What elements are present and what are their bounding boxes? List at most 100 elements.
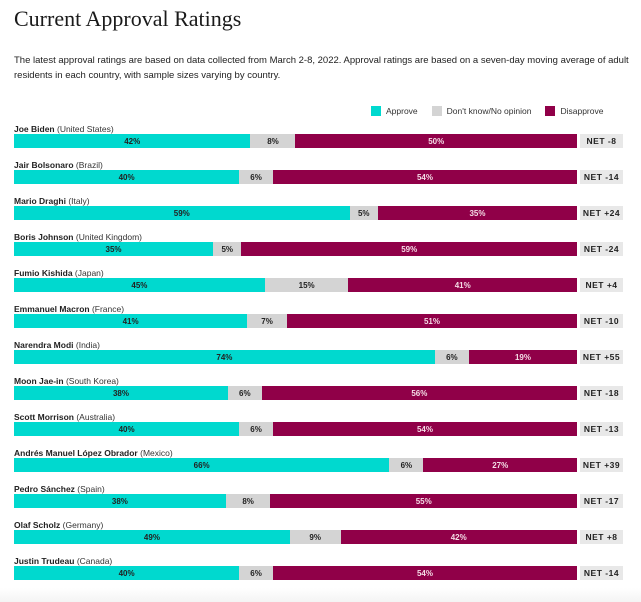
leader-name: Mario Draghi xyxy=(14,196,66,206)
disapprove-segment: 35% xyxy=(377,206,577,220)
disapprove-segment: 55% xyxy=(270,494,577,508)
legend: Approve Don't know/No opinion Disapprove xyxy=(371,106,603,116)
net-badge: NET +55 xyxy=(580,350,623,364)
dont-know-segment: 6% xyxy=(227,386,262,400)
dont-know-segment: 6% xyxy=(239,170,273,184)
disapprove-segment: 19% xyxy=(468,350,577,364)
chart-row: Joe Biden (United States) 42% 8% 50% NET -8 xyxy=(14,124,624,156)
approve-segment: 45% xyxy=(14,278,265,292)
leader-country: (France) xyxy=(89,304,125,314)
leader-name: Olaf Scholz xyxy=(14,520,61,530)
row-label: Andrés Manuel López Obrador (Mexico) xyxy=(14,448,173,458)
stacked-bar: 59% 5% 35% xyxy=(14,206,577,220)
leader-country: (Canada) xyxy=(74,556,113,566)
approve-segment: 59% xyxy=(14,206,350,220)
chart-row: Emmanuel Macron (France) 41% 7% 51% NET -10 xyxy=(14,304,624,336)
row-label: Joe Biden (United States) xyxy=(14,124,114,134)
dont-know-segment: 6% xyxy=(239,422,273,436)
approve-segment: 74% xyxy=(14,350,435,364)
approve-segment: 49% xyxy=(14,530,290,544)
legend-item-approve: Approve xyxy=(371,106,418,116)
net-badge: NET +8 xyxy=(580,530,623,544)
legend-swatch-dont-know xyxy=(431,106,442,116)
row-label: Emmanuel Macron (France) xyxy=(14,304,124,314)
disapprove-segment: 59% xyxy=(241,242,577,256)
dont-know-segment: 9% xyxy=(289,530,341,544)
dont-know-segment: 6% xyxy=(389,458,424,472)
net-badge: NET -24 xyxy=(580,242,623,256)
stacked-bar: 42% 8% 50% xyxy=(14,134,577,148)
disapprove-segment: 54% xyxy=(272,422,577,436)
leader-name: Moon Jae-in xyxy=(14,376,64,386)
legend-item-dont-know: Don't know/No opinion xyxy=(431,106,531,116)
net-badge: NET +24 xyxy=(580,206,623,220)
chart-description: The latest approval ratings are based on… xyxy=(14,55,629,81)
disapprove-segment: 54% xyxy=(272,170,577,184)
footer-fade xyxy=(0,588,641,602)
leader-name: Justin Trudeau xyxy=(14,556,75,566)
approve-segment: 40% xyxy=(14,422,240,436)
row-label: Fumio Kishida (Japan) xyxy=(14,268,104,278)
stacked-bar: 74% 6% 19% xyxy=(14,350,577,364)
dont-know-segment: 5% xyxy=(213,242,242,256)
leader-name: Scott Morrison xyxy=(14,412,74,422)
chart-row: Scott Morrison (Australia) 40% 6% 54% NET -1… xyxy=(14,412,624,444)
net-badge: NET -13 xyxy=(580,422,623,436)
dont-know-segment: 6% xyxy=(434,350,469,364)
row-label: Narendra Modi (India) xyxy=(14,340,100,350)
chart-row: Olaf Scholz (Germany) 49% 9% 42% NET +8 xyxy=(14,520,624,552)
legend-label-disapprove: Disapprove xyxy=(560,106,604,116)
approve-segment: 40% xyxy=(14,170,240,184)
disapprove-segment: 27% xyxy=(423,458,577,472)
row-label: Justin Trudeau (Canada) xyxy=(14,556,112,566)
net-badge: NET -8 xyxy=(580,134,623,148)
disapprove-segment: 41% xyxy=(348,278,577,292)
leader-country: (Japan) xyxy=(72,268,104,278)
dont-know-segment: 6% xyxy=(239,566,273,580)
leader-country: (South Korea) xyxy=(63,376,119,386)
dont-know-segment: 8% xyxy=(250,134,296,148)
stacked-bar: 49% 9% 42% xyxy=(14,530,577,544)
stacked-bar: 40% 6% 54% xyxy=(14,422,577,436)
row-label: Olaf Scholz (Germany) xyxy=(14,520,103,530)
chart-title: Current Approval Ratings xyxy=(14,6,242,31)
dont-know-segment: 7% xyxy=(247,314,287,328)
net-badge: NET -14 xyxy=(580,170,623,184)
stacked-bar: 66% 6% 27% xyxy=(14,458,577,472)
leader-country: (Italy) xyxy=(65,196,90,206)
leader-country: (Germany) xyxy=(60,520,104,530)
chart-row: Fumio Kishida (Japan) 45% 15% 41% NET +4 xyxy=(14,268,624,300)
leader-country: (Spain) xyxy=(74,484,105,494)
leader-name: Pedro Sánchez xyxy=(14,484,75,494)
stacked-bar: 40% 6% 54% xyxy=(14,170,577,184)
leader-name: Boris Johnson xyxy=(14,232,74,242)
chart-row: Narendra Modi (India) 74% 6% 19% NET +55 xyxy=(14,340,624,372)
stacked-bar: 35% 5% 59% xyxy=(14,242,577,256)
row-label: Pedro Sánchez (Spain) xyxy=(14,484,105,494)
net-badge: NET +4 xyxy=(580,278,623,292)
stacked-bar: 40% 6% 54% xyxy=(14,566,577,580)
approve-segment: 35% xyxy=(14,242,214,256)
leader-country: (Brazil) xyxy=(73,160,103,170)
row-label: Boris Johnson (United Kingdom) xyxy=(14,232,142,242)
disapprove-segment: 51% xyxy=(286,314,577,328)
disapprove-segment: 56% xyxy=(261,386,577,400)
stacked-bar: 45% 15% 41% xyxy=(14,278,577,292)
leader-country: (Australia) xyxy=(73,412,116,422)
leader-name: Fumio Kishida xyxy=(14,268,73,278)
net-badge: NET -18 xyxy=(580,386,623,400)
legend-swatch-approve xyxy=(371,106,381,116)
row-label: Moon Jae-in (South Korea) xyxy=(14,376,119,386)
chart-row: Jair Bolsonaro (Brazil) 40% 6% 54% NET -14 xyxy=(14,160,624,192)
legend-item-disapprove: Disapprove xyxy=(545,106,603,116)
leader-name: Narendra Modi xyxy=(14,340,74,350)
leader-country: (United States) xyxy=(54,124,114,134)
leader-name: Jair Bolsonaro xyxy=(14,160,74,170)
row-label: Mario Draghi (Italy) xyxy=(14,196,90,206)
net-badge: NET -14 xyxy=(580,566,623,580)
approve-segment: 38% xyxy=(14,494,226,508)
approve-segment: 41% xyxy=(14,314,248,328)
chart-row: Moon Jae-in (South Korea) 38% 6% 56% NET -18 xyxy=(14,376,624,408)
leader-name: Joe Biden xyxy=(14,124,55,134)
